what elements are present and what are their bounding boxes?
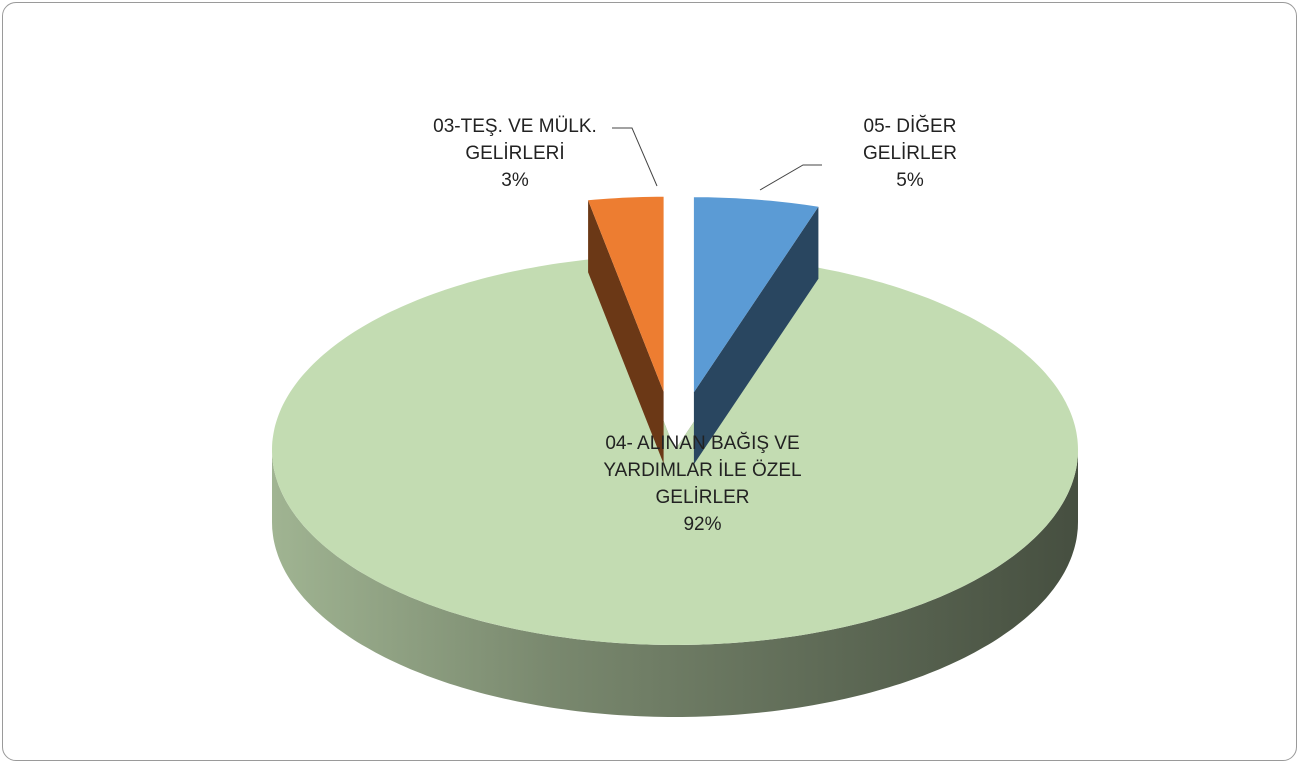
label-value: 92% — [683, 514, 722, 535]
data-label: 03-TEŞ. VE MÜLK. GELİRLERİ 3% — [410, 113, 620, 194]
slice-outer-wall — [272, 450, 1078, 717]
leader-line — [612, 127, 658, 187]
slice-edge-wall — [693, 206, 819, 465]
slices — [272, 196, 1078, 717]
slice-edge-wall — [588, 200, 664, 464]
data-label: 05- DİĞER GELİRLER 5% — [850, 113, 970, 194]
slice-top — [693, 197, 819, 393]
slice-top — [588, 196, 664, 392]
label-name: 05- DİĞER GELİRLER — [863, 116, 957, 164]
data-label: 04- ALINAN BAĞIŞ VE YARDIMLAR İLE ÖZEL G… — [580, 430, 825, 538]
label-value: 3% — [501, 170, 529, 191]
label-name: 04- ALINAN BAĞIŞ VE YARDIMLAR İLE ÖZEL G… — [603, 433, 802, 508]
leader-line — [759, 164, 822, 191]
label-value: 5% — [896, 170, 924, 191]
label-name: 03-TEŞ. VE MÜLK. GELİRLERİ — [433, 116, 597, 164]
slice-top — [272, 258, 1078, 645]
